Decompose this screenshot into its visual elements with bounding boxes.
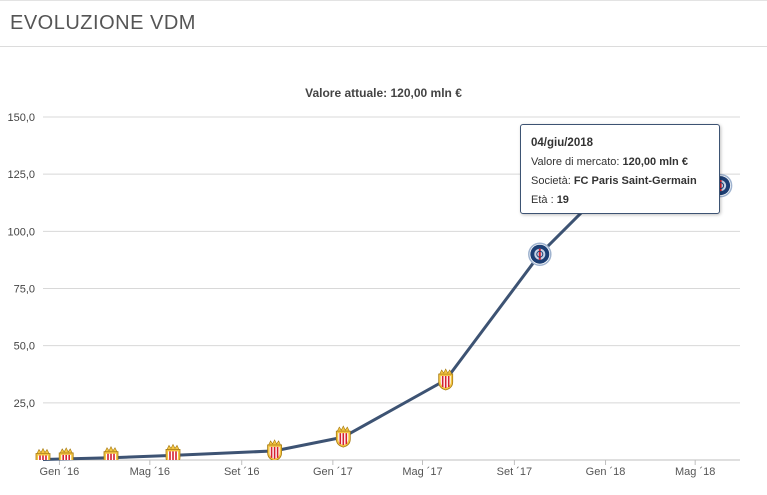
data-point-monaco[interactable] <box>267 439 283 461</box>
tooltip-age: 19 <box>556 194 569 206</box>
tooltip-age-row: Età : 19 <box>531 191 709 210</box>
tooltip-value: 120,00 mln € <box>622 156 688 168</box>
x-axis: Gen ´16 Mag ´16 Set ´16 Gen ´17 Mag ´17 Set ´… <box>40 460 715 478</box>
chart-title: Valore attuale: 120,00 mln € <box>305 86 462 100</box>
tooltip-club-row: Società: FC Paris Saint-Germain <box>531 172 709 191</box>
section-header: EVOLUZIONE VDM <box>0 1 767 47</box>
data-point-monaco[interactable] <box>58 447 74 469</box>
y-tick-label: 50,0 <box>14 341 35 353</box>
x-tick-label: Gen ´18 <box>586 466 626 478</box>
x-tick-label: Gen ´17 <box>313 466 353 478</box>
y-tick-label: 75,0 <box>14 284 35 296</box>
x-tick-label: Mag ´17 <box>402 466 442 478</box>
x-tick-label: Set ´17 <box>497 466 532 478</box>
data-point-monaco[interactable] <box>165 443 181 465</box>
x-tick-label: Mag ´18 <box>675 466 715 478</box>
y-tick-label: 125,0 <box>7 169 35 181</box>
y-axis: 25,0 50,0 75,0 100,0 125,0 150,0 <box>7 112 35 410</box>
data-point-psg[interactable] <box>528 242 552 266</box>
y-tick-label: 100,0 <box>7 226 35 238</box>
tooltip-value-label: Valore di mercato: <box>531 156 620 168</box>
tooltip-club-label: Società: <box>531 175 571 187</box>
tooltip-age-label: Età : <box>531 194 554 206</box>
x-tick-label: Mag ´16 <box>130 466 170 478</box>
tooltip-date: 04/giu/2018 <box>531 137 594 149</box>
tooltip-value-row: Valore di mercato: 120,00 mln € <box>531 153 709 172</box>
data-point-monaco[interactable] <box>438 368 454 391</box>
data-point-monaco[interactable] <box>35 447 51 470</box>
value-tooltip: 04/giu/2018 Valore di mercato: 120,00 ml… <box>520 124 720 214</box>
tooltip-club: FC Paris Saint-Germain <box>573 175 697 187</box>
series-line <box>42 184 721 461</box>
top-border <box>0 0 767 1</box>
data-point-monaco[interactable] <box>103 446 119 468</box>
y-tick-label: 150,0 <box>7 112 35 124</box>
data-point-monaco[interactable] <box>335 425 351 448</box>
section-title: EVOLUZIONE VDM <box>10 12 196 34</box>
y-tick-label: 25,0 <box>14 398 35 410</box>
x-tick-label: Gen ´16 <box>40 466 80 478</box>
x-tick-label: Set ´16 <box>224 466 259 478</box>
